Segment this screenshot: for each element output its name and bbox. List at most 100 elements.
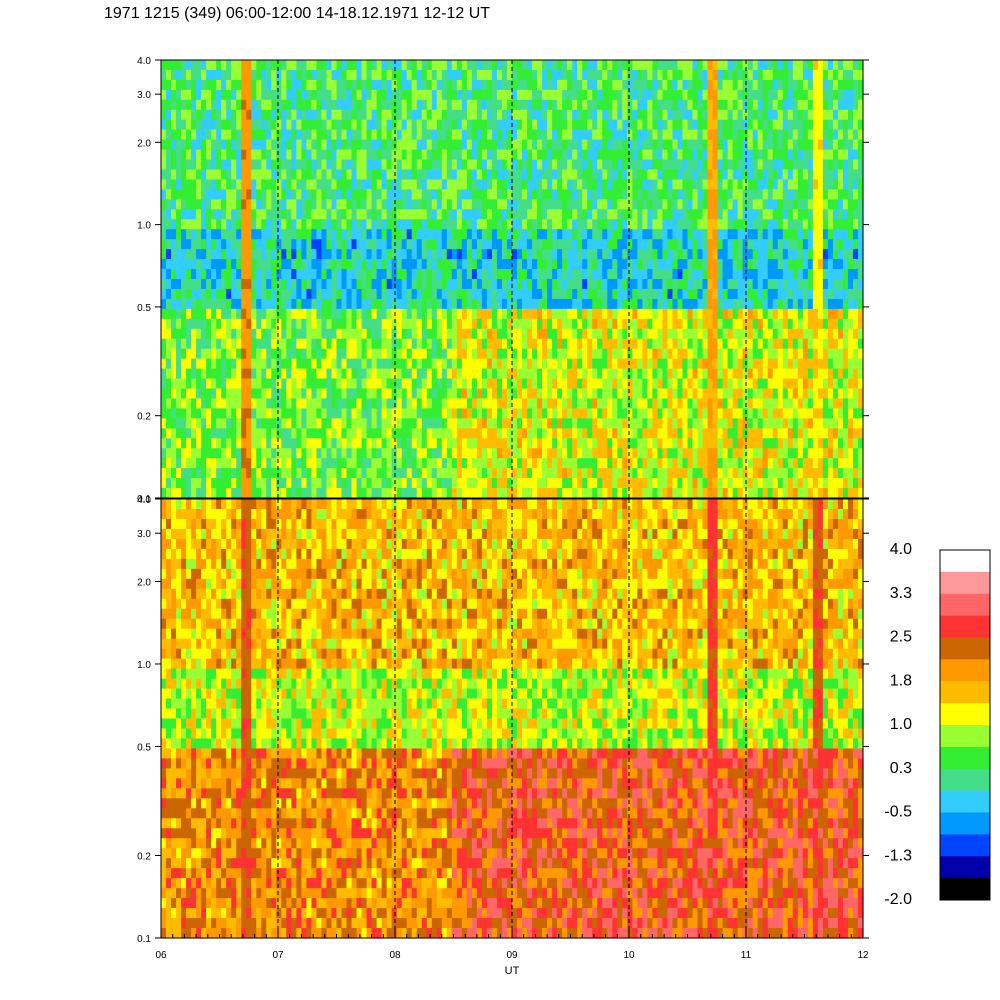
heatmap-cell	[341, 159, 348, 171]
heatmap-cell	[577, 368, 583, 380]
heatmap-cell	[296, 418, 302, 429]
heatmap-cell	[401, 129, 408, 141]
heatmap-cell	[627, 408, 633, 419]
heatmap-cell	[436, 478, 443, 489]
heatmap-cell	[471, 219, 478, 230]
heatmap-cell	[547, 418, 553, 429]
heatmap-cell	[326, 428, 333, 439]
heatmap-cell	[406, 398, 413, 410]
heatmap-cell	[266, 378, 272, 390]
heatmap-cell	[512, 209, 518, 220]
heatmap-cell	[542, 458, 548, 469]
heatmap-cell	[216, 109, 222, 121]
heatmap-cell	[532, 129, 538, 141]
heatmap-cell	[166, 249, 172, 260]
heatmap-cell	[552, 269, 558, 280]
heatmap-cell	[351, 109, 358, 121]
heatmap-cell	[181, 269, 187, 280]
heatmap-cell	[436, 488, 443, 499]
heatmap-cell	[537, 408, 543, 419]
heatmap-cell	[371, 239, 378, 250]
heatmap-cell	[622, 298, 628, 310]
heatmap-cell	[376, 348, 383, 360]
heatmap-cell	[527, 398, 533, 410]
heatmap-cell	[291, 348, 297, 360]
heatmap-cell	[186, 189, 192, 200]
heatmap-cell	[426, 388, 433, 400]
heatmap-cell	[677, 458, 684, 469]
heatmap-cell	[657, 428, 664, 439]
heatmap-cell	[587, 99, 593, 111]
heatmap-cell	[216, 478, 222, 489]
heatmap-cell	[682, 69, 689, 81]
heatmap-cell	[486, 488, 493, 499]
heatmap-cell	[366, 408, 373, 419]
heatmap-cell	[346, 229, 353, 240]
heatmap-cell	[386, 219, 393, 230]
heatmap-cell	[727, 229, 734, 240]
heatmap-cell	[261, 338, 267, 350]
heatmap-cell	[557, 478, 563, 489]
heatmap-cell	[206, 269, 212, 280]
heatmap-cell	[251, 229, 257, 240]
heatmap-cell	[692, 388, 699, 400]
heatmap-cell	[622, 488, 628, 499]
heatmap-cell	[376, 458, 383, 469]
heatmap-cell	[181, 119, 187, 131]
heatmap-cell	[371, 358, 378, 370]
heatmap-cell	[386, 119, 393, 131]
heatmap-cell	[517, 468, 523, 479]
heatmap-cell	[281, 378, 287, 390]
heatmap-cell	[727, 60, 734, 71]
heatmap-cell	[542, 179, 548, 191]
heatmap-cell	[532, 298, 538, 310]
heatmap-cell	[231, 169, 237, 181]
heatmap-cell	[371, 109, 378, 121]
heatmap-cell	[226, 468, 232, 479]
heatmap-cell	[276, 219, 282, 230]
heatmap-cell	[567, 488, 573, 499]
heatmap-cell	[421, 318, 428, 330]
heatmap-cell	[211, 478, 217, 489]
heatmap-cell	[632, 179, 638, 191]
heatmap-cell	[401, 358, 408, 370]
heatmap-cell	[662, 398, 669, 410]
heatmap-cell	[577, 418, 583, 429]
heatmap-cell	[401, 468, 408, 479]
heatmap-cell	[557, 318, 563, 330]
heatmap-cell	[582, 60, 588, 71]
heatmap-cell	[491, 478, 498, 489]
heatmap-cell	[401, 139, 408, 151]
heatmap-cell	[672, 448, 679, 459]
heatmap-cell	[572, 378, 578, 390]
heatmap-cell	[331, 149, 338, 161]
heatmap-cell	[481, 358, 488, 370]
heatmap-cell	[416, 69, 423, 81]
heatmap-cell	[241, 288, 247, 300]
heatmap-cell	[211, 448, 217, 459]
heatmap-cell	[512, 358, 518, 370]
heatmap-cell	[351, 149, 358, 161]
heatmap-cell	[221, 79, 227, 91]
heatmap-cell	[406, 159, 413, 171]
heatmap-cell	[722, 408, 729, 419]
heatmap-cell	[637, 318, 643, 330]
heatmap-cell	[396, 428, 403, 439]
heatmap-cell	[647, 368, 653, 380]
heatmap-cell	[176, 129, 182, 141]
heatmap-cell	[622, 79, 628, 91]
heatmap-cell	[301, 388, 308, 400]
heatmap-cell	[346, 288, 353, 300]
heatmap-cell	[476, 229, 483, 240]
heatmap-cell	[662, 488, 669, 499]
heatmap-cell	[191, 448, 197, 459]
heatmap-cell	[537, 119, 543, 131]
heatmap-cell	[206, 458, 212, 469]
heatmap-cell	[161, 448, 167, 459]
heatmap-cell	[597, 448, 603, 459]
heatmap-cell	[351, 199, 358, 210]
heatmap-cell	[707, 448, 714, 459]
heatmap-cell	[441, 129, 448, 141]
heatmap-cell	[356, 488, 363, 499]
heatmap-cell	[436, 209, 443, 220]
